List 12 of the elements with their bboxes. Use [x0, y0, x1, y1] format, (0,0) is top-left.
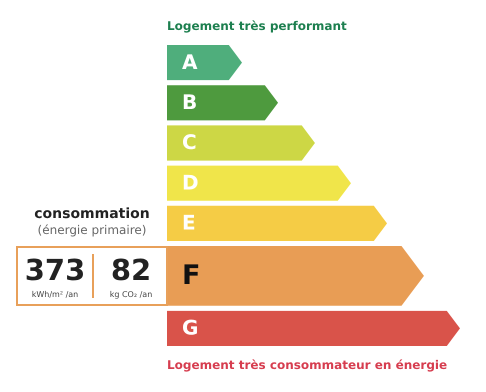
y-tick-label: C — [182, 130, 197, 154]
chart-title: Logement très performant — [167, 19, 347, 33]
y-tick-label: B — [182, 90, 198, 114]
text: Logement très consommateur en énergie — [167, 358, 448, 372]
y-tick-label: A — [182, 50, 198, 74]
reading-box: 373 kWh/m² /an 82 kg CO₂ /an — [16, 246, 168, 306]
y-tick-label: F — [182, 260, 200, 291]
text: (énergie primaire) — [38, 223, 146, 237]
y-tick-label: D — [182, 170, 199, 194]
y-tick-label: G — [182, 316, 198, 340]
y-tick-label: E — [182, 210, 196, 235]
text: consommation — [34, 206, 150, 222]
